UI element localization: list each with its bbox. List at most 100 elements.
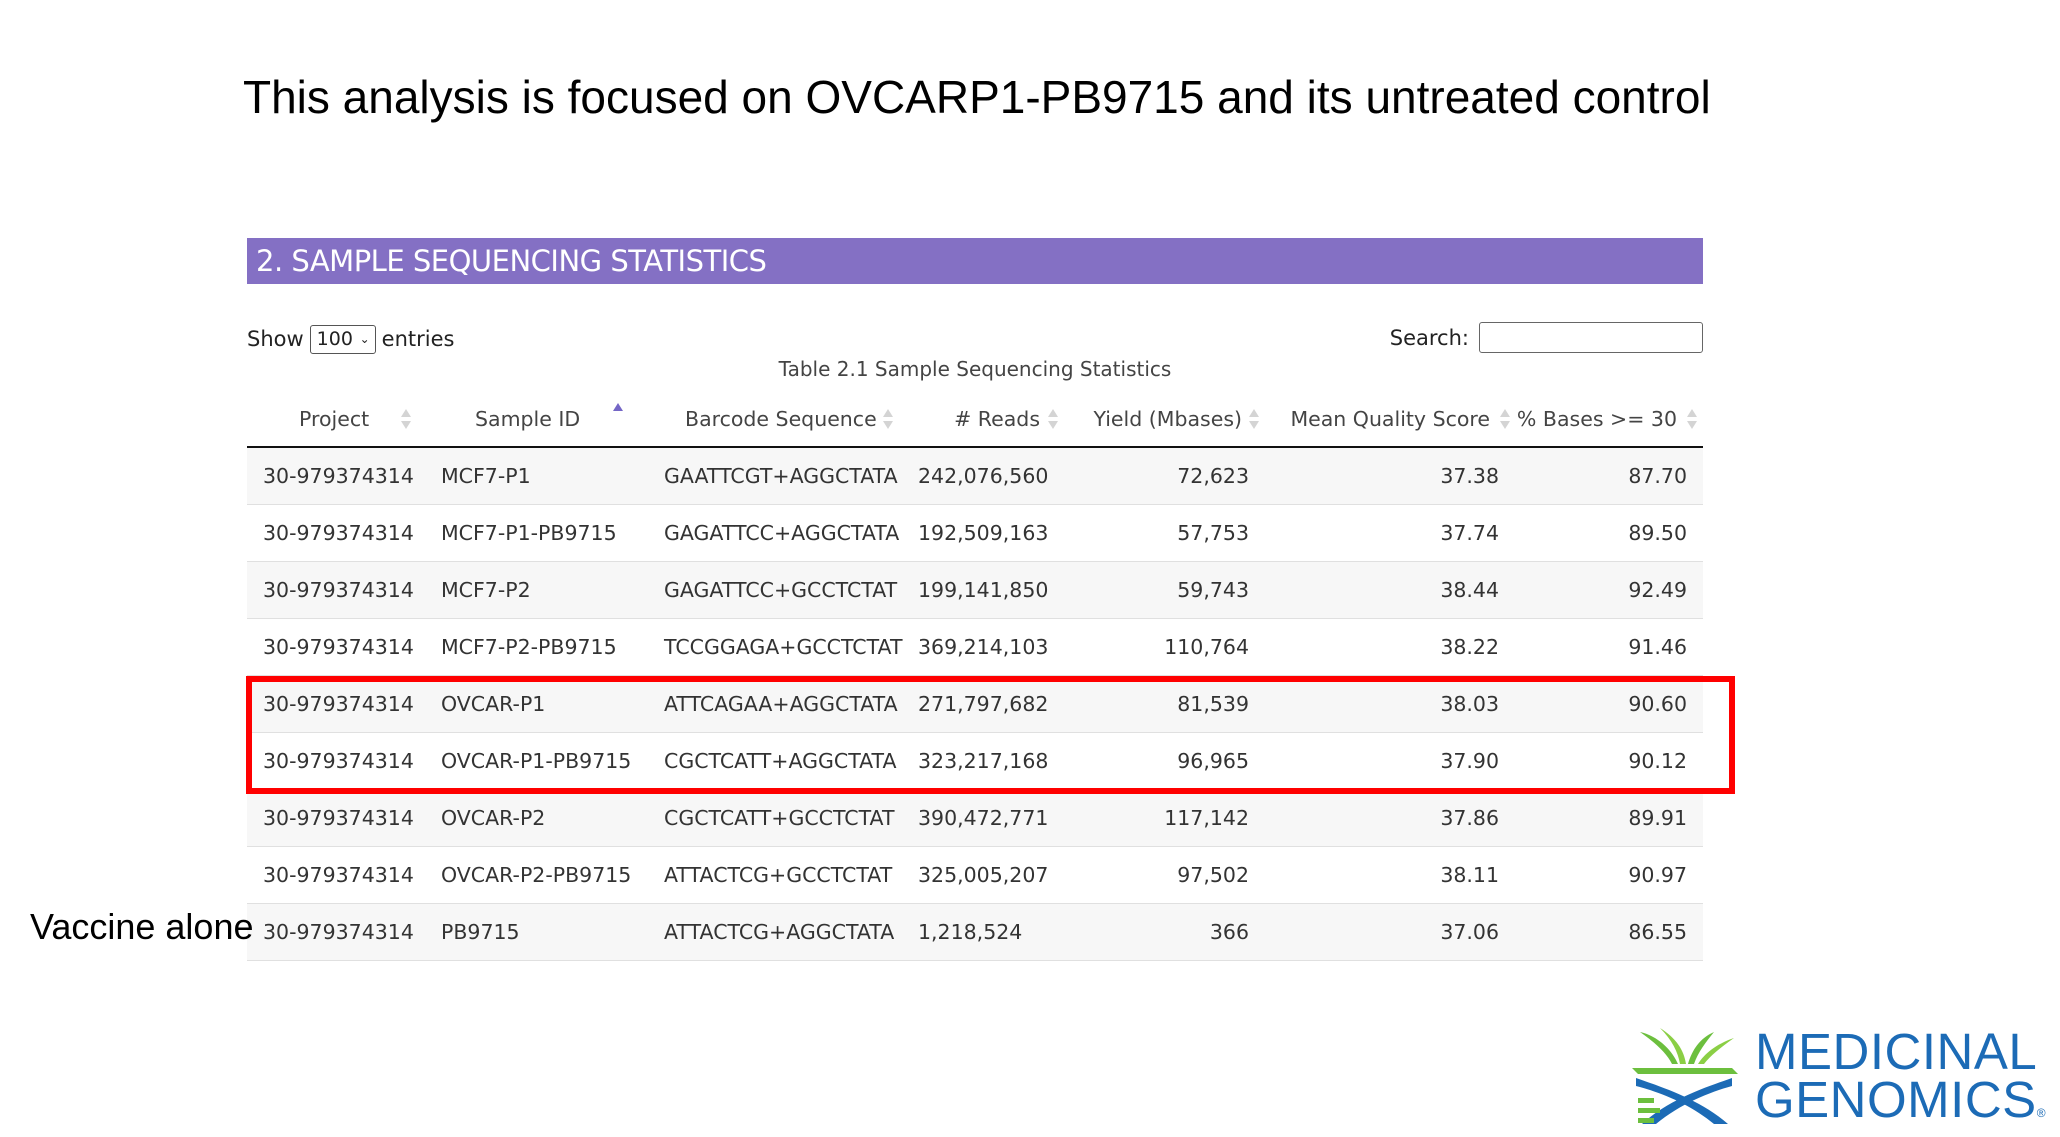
cell-sample-id: OVCAR-P1 <box>425 675 648 733</box>
cell-yield: 72,623 <box>1065 447 1265 505</box>
cell-bases-q30: 92.49 <box>1515 561 1703 619</box>
cell-barcode: GAGATTCC+GCCTCTAT <box>648 561 902 619</box>
table-row: 30-979374314 OVCAR-P2 CGCTCATT+GCCTCTAT … <box>247 789 1703 847</box>
cell-mean-quality: 37.74 <box>1265 504 1515 562</box>
table-caption: Table 2.1 Sample Sequencing Statistics <box>778 357 1172 381</box>
cell-sample-id: MCF7-P2 <box>425 561 648 619</box>
cell-bases-q30: 89.91 <box>1515 789 1703 847</box>
cell-reads: 390,472,771 <box>902 789 1065 847</box>
cell-yield: 366 <box>1065 903 1265 961</box>
column-header-mean-quality-score[interactable]: Mean Quality Score <box>1265 391 1515 448</box>
cell-sample-id: MCF7-P1-PB9715 <box>425 504 648 562</box>
entries-select[interactable]: 100 ⌄ <box>309 324 376 354</box>
cell-barcode: ATTCAGAA+AGGCTATA <box>648 675 902 733</box>
cell-reads: 1,218,524 <box>902 903 1065 961</box>
sort-icon <box>1048 408 1060 430</box>
medicinal-genomics-logo-icon <box>1632 1028 1738 1124</box>
cell-reads: 199,141,850 <box>902 561 1065 619</box>
cell-bases-q30: 89.50 <box>1515 504 1703 562</box>
cell-project: 30-979374314 <box>247 675 425 733</box>
cell-barcode: TCCGGAGA+GCCTCTAT <box>648 618 903 676</box>
cell-yield: 110,764 <box>1065 618 1265 676</box>
table-row: 30-979374314 OVCAR-P1-PB9715 CGCTCATT+AG… <box>247 732 1703 790</box>
cell-mean-quality: 38.22 <box>1265 618 1515 676</box>
cell-sample-id: PB9715 <box>425 903 648 961</box>
cell-project: 30-979374314 <box>247 846 425 904</box>
search-input[interactable] <box>1479 322 1703 353</box>
cell-sample-id: MCF7-P1 <box>425 447 648 505</box>
column-header-yield[interactable]: Yield (Mbases) <box>1065 391 1265 448</box>
column-header-label: Project <box>299 406 370 431</box>
cell-reads: 192,509,163 <box>902 504 1065 562</box>
table-row: 30-979374314 OVCAR-P2-PB9715 ATTACTCG+GC… <box>247 846 1703 904</box>
company-logo: MEDICINAL GENOMICS® <box>1628 1026 2048 1128</box>
cell-mean-quality: 37.86 <box>1265 789 1515 847</box>
sort-icon <box>1500 408 1512 430</box>
column-header-label: Barcode Sequence <box>685 406 877 431</box>
cell-barcode: CGCTCATT+AGGCTATA <box>648 732 902 790</box>
cell-barcode: ATTACTCG+AGGCTATA <box>648 903 902 961</box>
cell-project: 30-979374314 <box>247 561 425 619</box>
cell-bases-q30: 91.46 <box>1515 618 1703 676</box>
cell-sample-id: MCF7-P2-PB9715 <box>425 618 648 676</box>
vaccine-alone-note: Vaccine alone <box>30 906 254 947</box>
sort-icon <box>1687 408 1699 430</box>
column-header-label: Mean Quality Score <box>1290 406 1490 431</box>
search-control: Search: <box>1390 322 1703 353</box>
cell-project: 30-979374314 <box>247 732 425 790</box>
sort-icon <box>401 408 413 430</box>
slide-title: This analysis is focused on OVCARP1-PB97… <box>243 71 1711 123</box>
cell-barcode: CGCTCATT+GCCTCTAT <box>648 789 902 847</box>
cell-yield: 97,502 <box>1065 846 1265 904</box>
column-header-sample-id[interactable]: Sample ID <box>425 391 648 448</box>
column-header-label: # Reads <box>954 406 1040 431</box>
cell-yield: 96,965 <box>1065 732 1265 790</box>
cell-sample-id: OVCAR-P1-PB9715 <box>425 732 648 790</box>
logo-line-1: MEDICINAL <box>1755 1023 2038 1080</box>
column-header-bases-q30[interactable]: % Bases >= 30 <box>1515 391 1703 448</box>
cell-yield: 59,743 <box>1065 561 1265 619</box>
cell-mean-quality: 38.11 <box>1265 846 1515 904</box>
show-label: Show <box>247 327 304 351</box>
column-header-project[interactable]: Project <box>247 391 425 448</box>
cell-bases-q30: 86.55 <box>1515 903 1703 961</box>
cell-project: 30-979374314 <box>247 618 425 676</box>
sort-icon <box>1249 408 1261 430</box>
cell-yield: 117,142 <box>1065 789 1265 847</box>
logo-wordmark: MEDICINAL GENOMICS® <box>1755 1023 2047 1137</box>
column-header-label: Yield (Mbases) <box>1093 406 1242 431</box>
table-row: 30-979374314 PB9715 ATTACTCG+AGGCTATA 1,… <box>247 903 1703 961</box>
cell-sample-id: OVCAR-P2 <box>425 789 648 847</box>
cell-barcode: GAGATTCC+AGGCTATA <box>648 504 902 562</box>
cell-sample-id: OVCAR-P2-PB9715 <box>425 846 648 904</box>
cell-barcode: GAATTCGT+AGGCTATA <box>648 447 902 505</box>
search-label: Search: <box>1389 325 1469 350</box>
column-header-barcode-sequence[interactable]: Barcode Sequence <box>648 391 902 448</box>
registered-mark: ® <box>2036 1106 2047 1120</box>
cell-mean-quality: 37.06 <box>1265 903 1515 961</box>
cell-yield: 81,539 <box>1065 675 1265 733</box>
cell-yield: 57,753 <box>1065 504 1265 562</box>
chevron-down-icon: ⌄ <box>359 332 370 346</box>
table-row: 30-979374314 MCF7-P2-PB9715 TCCGGAGA+GCC… <box>247 618 1703 676</box>
cell-mean-quality: 38.03 <box>1265 675 1515 733</box>
column-header-label: % Bases >= 30 <box>1516 406 1677 431</box>
cell-barcode: ATTACTCG+GCCTCTAT <box>648 846 902 904</box>
table-row: 30-979374314 MCF7-P1-PB9715 GAGATTCC+AGG… <box>247 504 1703 562</box>
cell-bases-q30: 90.12 <box>1515 732 1703 790</box>
column-header-reads[interactable]: # Reads <box>902 391 1065 448</box>
cell-mean-quality: 37.38 <box>1265 447 1515 505</box>
sort-ascending-icon <box>613 402 625 424</box>
entries-label: entries <box>381 327 455 351</box>
table-row: 30-979374314 MCF7-P1 GAATTCGT+AGGCTATA 2… <box>247 447 1703 505</box>
cell-bases-q30: 87.70 <box>1515 447 1703 505</box>
table-row: 30-979374314 OVCAR-P1 ATTCAGAA+AGGCTATA … <box>247 675 1703 733</box>
cell-reads: 323,217,168 <box>902 732 1065 790</box>
section-heading: 2. SAMPLE SEQUENCING STATISTICS <box>247 238 1703 284</box>
cell-reads: 242,076,560 <box>902 447 1065 505</box>
cell-reads: 369,214,103 <box>902 618 1065 676</box>
cell-mean-quality: 38.44 <box>1265 561 1515 619</box>
cell-project: 30-979374314 <box>247 504 425 562</box>
cell-project: 30-979374314 <box>247 903 425 961</box>
cell-mean-quality: 37.90 <box>1265 732 1515 790</box>
